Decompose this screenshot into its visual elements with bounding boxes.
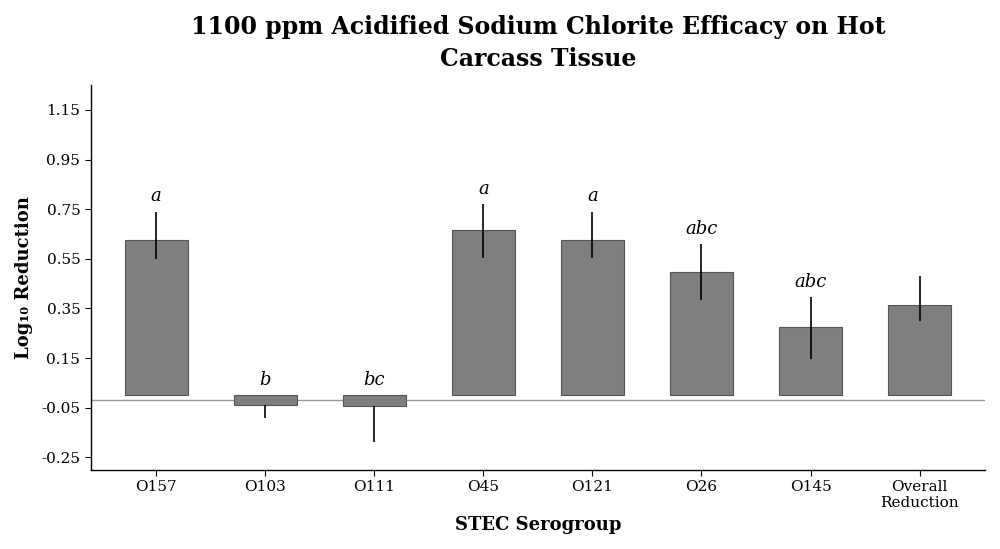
Text: b: b xyxy=(259,371,271,389)
Bar xyxy=(561,240,624,395)
Text: abc: abc xyxy=(794,273,827,291)
Text: bc: bc xyxy=(363,371,385,389)
Bar xyxy=(888,305,951,395)
Bar xyxy=(452,230,515,395)
Y-axis label: Log₁₀ Reduction: Log₁₀ Reduction xyxy=(15,196,33,359)
Text: a: a xyxy=(478,180,489,198)
Text: a: a xyxy=(587,187,598,205)
Bar xyxy=(670,272,733,395)
Text: abc: abc xyxy=(685,220,718,238)
X-axis label: STEC Serogroup: STEC Serogroup xyxy=(455,516,621,534)
Bar xyxy=(779,327,842,395)
Bar xyxy=(125,240,188,395)
Bar xyxy=(343,395,406,406)
Text: a: a xyxy=(151,187,162,205)
Bar xyxy=(234,395,297,405)
Title: 1100 ppm Acidified Sodium Chlorite Efficacy on Hot
Carcass Tissue: 1100 ppm Acidified Sodium Chlorite Effic… xyxy=(191,15,885,71)
